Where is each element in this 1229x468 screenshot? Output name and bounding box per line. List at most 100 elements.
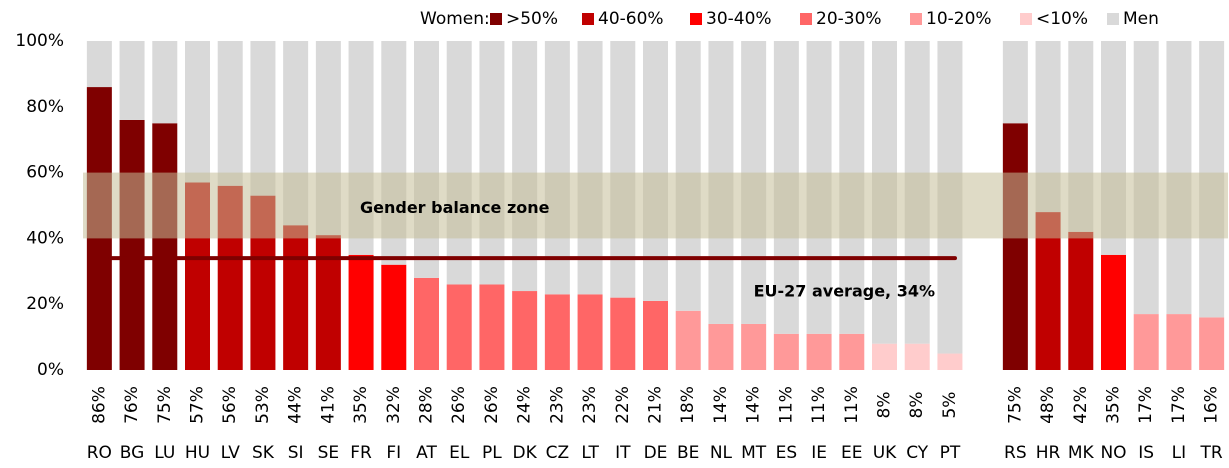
bar-men xyxy=(217,41,243,186)
legend-label: 40-60% xyxy=(598,9,664,29)
x-tick-label: TR xyxy=(1200,443,1223,463)
x-tick-label: RS xyxy=(1004,443,1027,463)
x-tick-label: DE xyxy=(644,443,668,463)
bar-women xyxy=(544,294,570,370)
x-tick-label: AT xyxy=(416,443,437,463)
x-tick-label: IS xyxy=(1138,443,1154,463)
value-label: 26% xyxy=(449,386,469,424)
x-tick-label: LT xyxy=(581,443,599,463)
bar-men xyxy=(577,41,603,295)
x-tick-label: CZ xyxy=(546,443,570,463)
bar-men xyxy=(152,41,178,124)
bar-men xyxy=(414,41,439,278)
y-tick-label: 0% xyxy=(37,360,64,380)
bar-women xyxy=(479,284,505,370)
legend-label: Men xyxy=(1123,9,1159,29)
value-label: 48% xyxy=(1038,386,1058,424)
value-label: 14% xyxy=(711,386,731,424)
balance-zone xyxy=(83,172,1228,239)
zone-label: Gender balance zone xyxy=(360,198,550,217)
bar-women xyxy=(1068,231,1094,370)
bar-women xyxy=(1101,254,1126,370)
bar-women xyxy=(904,343,930,370)
bar-women xyxy=(937,353,963,370)
value-label: 44% xyxy=(286,386,306,424)
bar-women xyxy=(610,297,636,370)
x-tick-label: RO xyxy=(87,443,112,463)
value-label: 53% xyxy=(253,386,273,424)
legend-swatch xyxy=(1107,13,1119,25)
bar-women xyxy=(512,291,538,370)
value-label: 11% xyxy=(842,386,862,424)
legend-swatch xyxy=(1020,13,1032,25)
value-label: 8% xyxy=(907,392,927,419)
legend-label: 10-20% xyxy=(926,9,992,29)
x-tick-label: ES xyxy=(776,443,798,463)
bar-men xyxy=(479,41,505,285)
x-tick-label: HU xyxy=(185,443,210,463)
value-label: 76% xyxy=(122,386,142,424)
average-label: EU-27 average, 34% xyxy=(754,282,935,301)
bar-men xyxy=(119,41,145,120)
value-label: 11% xyxy=(776,386,796,424)
legend-swatch xyxy=(582,13,594,25)
y-tick-label: 20% xyxy=(26,294,64,314)
value-label: 23% xyxy=(547,386,567,424)
x-tick-label: BE xyxy=(677,443,699,463)
x-tick-label: LI xyxy=(1172,443,1187,463)
bar-women xyxy=(806,333,832,370)
value-label: 75% xyxy=(1005,386,1025,424)
value-label: 57% xyxy=(188,386,208,424)
value-label: 16% xyxy=(1202,386,1222,424)
bar-men xyxy=(185,41,210,183)
x-tick-label: EE xyxy=(841,443,862,463)
x-tick-label: SE xyxy=(318,443,340,463)
x-tick-label: PT xyxy=(940,443,961,463)
bar-men xyxy=(446,41,472,285)
legend-label: <10% xyxy=(1036,9,1088,29)
bar-women xyxy=(1002,123,1028,370)
value-label: 56% xyxy=(220,386,240,424)
bar-women xyxy=(119,119,145,371)
bar-women xyxy=(381,264,407,370)
legend-label: 20-30% xyxy=(816,9,882,29)
bar-women xyxy=(446,284,472,370)
value-label: 42% xyxy=(1071,386,1091,424)
bar-women xyxy=(283,225,309,370)
value-label: 11% xyxy=(809,386,829,424)
value-label: 28% xyxy=(417,386,437,424)
x-tick-label: DK xyxy=(513,443,538,463)
bar-women xyxy=(643,300,668,370)
value-label: 5% xyxy=(940,392,960,419)
bar-men xyxy=(250,41,276,196)
x-tick-label: IE xyxy=(811,443,827,463)
value-label: 24% xyxy=(515,386,535,424)
y-tick-label: 100% xyxy=(15,31,64,51)
legend-swatch xyxy=(690,13,702,25)
bar-men xyxy=(544,41,570,295)
bar-women xyxy=(773,333,799,370)
value-label: 26% xyxy=(482,386,502,424)
x-tick-label: SK xyxy=(252,443,275,463)
bar-men xyxy=(86,41,112,88)
y-tick-label: 80% xyxy=(26,97,64,117)
bar-women xyxy=(872,343,897,370)
x-tick-label: HR xyxy=(1036,443,1061,463)
legend-label: >50% xyxy=(506,9,558,29)
value-label: 22% xyxy=(613,386,633,424)
x-tick-label: SI xyxy=(288,443,304,463)
bar-women xyxy=(741,323,767,370)
bar-women xyxy=(708,323,734,370)
bar-women xyxy=(152,123,178,370)
y-tick-label: 40% xyxy=(26,228,64,248)
x-tick-label: CY xyxy=(906,443,929,463)
x-tick-label: LV xyxy=(221,443,241,463)
value-label: 14% xyxy=(744,386,764,424)
value-label: 17% xyxy=(1136,386,1156,424)
x-tick-label: BG xyxy=(120,443,145,463)
bar-women xyxy=(675,310,701,370)
legend-swatch xyxy=(800,13,812,25)
x-tick-label: EL xyxy=(449,443,470,463)
legend-swatch xyxy=(910,13,922,25)
